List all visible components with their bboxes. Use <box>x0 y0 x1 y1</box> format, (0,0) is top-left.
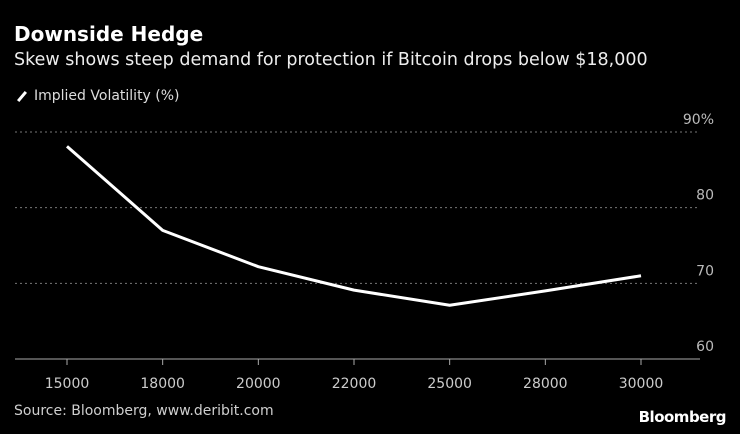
y-tick-label: 60 <box>696 339 714 355</box>
x-tick-label: 28000 <box>523 376 568 392</box>
x-tick-label: 15000 <box>45 376 90 392</box>
chart-subtitle: Skew shows steep demand for protection i… <box>14 50 648 70</box>
y-tick-label: 70 <box>696 263 714 279</box>
x-tick-label: 25000 <box>427 376 472 392</box>
chart-title: Downside Hedge <box>14 22 204 46</box>
y-tick-label: 80 <box>696 188 714 204</box>
y-tick-label: 90% <box>683 112 714 128</box>
source-note: Source: Bloomberg, www.deribit.com <box>14 403 274 419</box>
legend: Implied Volatility (%) <box>16 88 180 104</box>
x-tick-label: 20000 <box>236 376 281 392</box>
x-tick-label: 30000 <box>619 376 664 392</box>
series-line <box>66 145 642 307</box>
x-tick-label: 18000 <box>140 376 185 392</box>
legend-label: Implied Volatility (%) <box>34 88 180 104</box>
x-tick-label: 22000 <box>332 376 377 392</box>
bloomberg-logo: Bloomberg <box>638 408 727 426</box>
